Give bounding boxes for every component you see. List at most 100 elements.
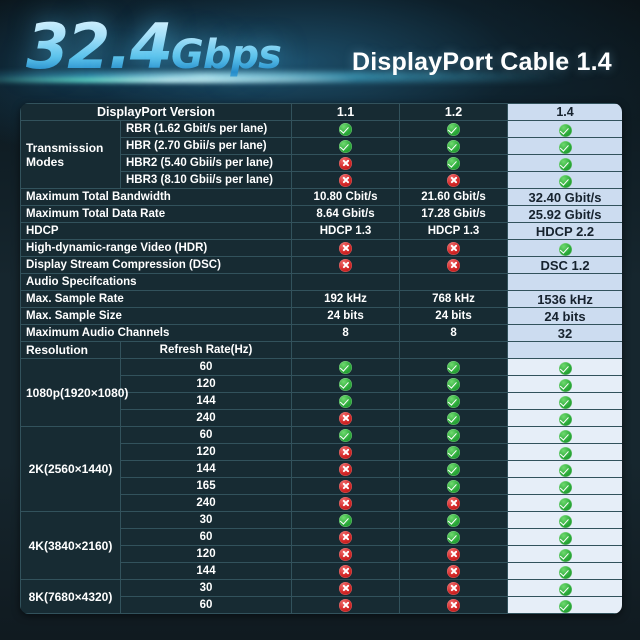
support-cell: [507, 460, 622, 478]
check-icon: [447, 156, 461, 170]
support-cell: [507, 528, 622, 546]
check-icon: [447, 445, 461, 459]
refresh-rate-value: 60: [119, 358, 293, 376]
support-cell: [399, 392, 509, 410]
table-row: 120: [21, 375, 622, 393]
refresh-rate-value: 30: [119, 511, 293, 529]
cross-icon: [447, 173, 461, 187]
row-label: Maximum Total Bandwidth: [20, 188, 293, 206]
glow-streak-icon: [0, 72, 640, 82]
table-row: High-dynamic-range Video (HDR): [20, 239, 622, 257]
cross-icon: [447, 581, 461, 595]
support-cell: [291, 137, 401, 155]
group-label-transmission-modes: Transmission Modes: [20, 120, 121, 189]
check-icon: [558, 157, 572, 171]
row-label: Maximum Audio Channels: [20, 324, 293, 342]
table-row: 4K(3840×2160) 30: [20, 511, 622, 580]
check-icon: [447, 377, 461, 391]
support-cell: [291, 358, 401, 376]
support-cell: [507, 426, 622, 444]
value-cell: 32: [507, 324, 622, 342]
value-cell: 768 kHz: [399, 290, 509, 308]
refresh-rate-value: 144: [119, 392, 293, 410]
header-refresh-rate: Refresh Rate(Hz): [119, 341, 293, 359]
cross-icon: [339, 156, 353, 170]
table-row: 240: [21, 494, 622, 512]
support-cell: [507, 137, 622, 155]
cross-icon: [339, 496, 353, 510]
cross-icon: [339, 241, 353, 255]
support-cell: [291, 494, 401, 512]
empty-cell: [399, 341, 509, 359]
check-icon: [339, 513, 353, 527]
support-cell: [507, 120, 622, 138]
support-cell: [291, 545, 401, 563]
check-icon: [558, 480, 572, 494]
check-icon: [558, 582, 572, 596]
banner-title: DisplayPort Cable 1.4: [352, 48, 612, 76]
refresh-rate-value: 144: [119, 460, 293, 478]
support-cell: [399, 477, 509, 495]
table-row: Maximum Total Bandwidth 10.80 Cbit/s 21.60…: [20, 188, 622, 206]
cross-icon: [339, 411, 353, 425]
table-row: 2K(2560×1440) 60: [20, 426, 622, 512]
support-cell: [291, 239, 401, 257]
support-cell: [291, 562, 401, 580]
check-icon: [339, 428, 353, 442]
table-row: 60: [21, 528, 622, 546]
refresh-rate-value: 30: [119, 579, 293, 597]
table-row: Maximum Audio Channels 8 8 32: [20, 324, 622, 342]
value-cell: 25.92 Gbit/s: [507, 205, 622, 223]
support-cell: [399, 256, 509, 274]
check-icon: [339, 122, 353, 136]
check-icon: [339, 394, 353, 408]
support-cell: [399, 528, 509, 546]
check-icon: [339, 360, 353, 374]
cross-icon: [447, 547, 461, 561]
check-icon: [447, 513, 461, 527]
support-cell: [507, 392, 622, 410]
support-cell: [291, 528, 401, 546]
cross-icon: [447, 496, 461, 510]
support-cell: [291, 154, 401, 172]
support-cell: [507, 358, 622, 376]
support-cell: [399, 443, 509, 461]
cross-icon: [339, 530, 353, 544]
value-cell: 24 bits: [399, 307, 509, 325]
value-cell: [291, 273, 401, 291]
support-cell: [507, 494, 622, 512]
header-col-14: 1.4: [507, 103, 622, 121]
cross-icon: [339, 462, 353, 476]
resolution-header-row: Resolution Refresh Rate(Hz): [20, 341, 622, 359]
check-icon: [447, 122, 461, 136]
support-cell: [399, 137, 509, 155]
refresh-rate-value: 240: [119, 494, 293, 512]
support-cell: [507, 154, 622, 172]
support-cell: [291, 477, 401, 495]
refresh-rate-value: 120: [119, 375, 293, 393]
support-cell: [399, 426, 509, 444]
check-icon: [447, 139, 461, 153]
row-label: Audio Specifcations: [20, 273, 293, 291]
check-icon: [558, 412, 572, 426]
support-cell: [291, 511, 401, 529]
value-cell: HDCP 1.3: [399, 222, 509, 240]
group-label-resolution: 1080p(1920×1080): [20, 358, 128, 427]
header-col-11: 1.1: [291, 103, 401, 121]
check-icon: [558, 361, 572, 375]
table-row: Max. Sample Size 24 bits 24 bits 24 bits: [20, 307, 622, 325]
check-icon: [558, 497, 572, 511]
row-label: RBR (1.62 Gbit/s per lane): [119, 120, 293, 138]
cross-icon: [447, 598, 461, 612]
table-row: Display Stream Compression (DSC) DSC 1.2: [20, 256, 622, 274]
check-icon: [558, 174, 572, 188]
check-icon: [558, 599, 572, 613]
check-icon: [558, 565, 572, 579]
check-icon: [447, 530, 461, 544]
check-icon: [447, 411, 461, 425]
support-cell: [399, 154, 509, 172]
support-cell: [507, 443, 622, 461]
check-icon: [558, 446, 572, 460]
spec-table: DisplayPort Version 1.1 1.2 1.4 Transmission…: [20, 103, 622, 614]
